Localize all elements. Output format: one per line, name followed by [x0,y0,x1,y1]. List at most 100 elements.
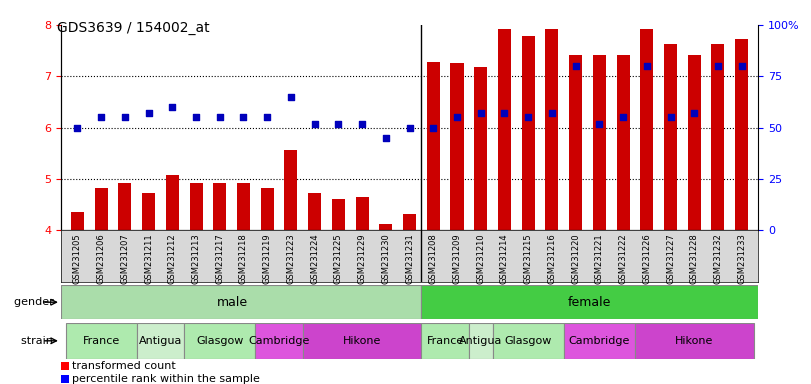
Bar [498,29,511,230]
Point [190,114,203,121]
Text: Hikone: Hikone [343,336,381,346]
Bar [735,39,749,230]
Text: GDS3639 / 154002_at: GDS3639 / 154002_at [57,21,209,35]
Bar [213,183,226,230]
Bar [380,224,393,230]
Text: transformed count: transformed count [72,361,176,371]
Text: GSM231222: GSM231222 [619,233,628,284]
Bar [303,323,422,359]
Point [664,114,677,121]
Text: male: male [217,296,248,309]
Bar [355,197,369,230]
Bar [616,55,629,230]
Point [355,121,368,127]
Text: GSM231215: GSM231215 [524,233,533,284]
Text: GSM231205: GSM231205 [73,233,82,284]
Bar [308,194,321,230]
Bar [427,62,440,230]
Point [521,114,534,121]
Bar [474,67,487,230]
Point [641,63,654,69]
Bar [422,323,469,359]
Point [213,114,226,121]
Text: GSM231206: GSM231206 [97,233,105,284]
Bar [190,183,203,230]
Text: GSM231218: GSM231218 [239,233,248,284]
Bar [332,199,345,230]
Point [71,124,84,131]
Text: GSM231209: GSM231209 [453,233,461,284]
Text: GSM231221: GSM231221 [594,233,604,284]
Point [546,110,559,116]
Point [260,114,273,121]
Bar [450,63,464,230]
Text: GSM231226: GSM231226 [642,233,651,284]
Bar [137,323,184,359]
Text: Glasgow: Glasgow [504,336,551,346]
Bar [95,188,108,230]
Bar [403,214,416,230]
Bar [593,55,606,230]
Bar [521,36,534,230]
Text: GSM231211: GSM231211 [144,233,153,284]
Point [688,110,701,116]
Point [332,121,345,127]
Bar [165,175,179,230]
Point [165,104,178,110]
Bar [711,45,724,230]
Point [569,63,582,69]
Text: GSM231210: GSM231210 [476,233,485,284]
Text: GSM231208: GSM231208 [429,233,438,284]
Point [380,135,393,141]
Point [711,63,724,69]
Bar [545,29,559,230]
Point [403,124,416,131]
Point [593,121,606,127]
Text: female: female [569,296,611,309]
Bar [564,323,635,359]
Text: GSM231230: GSM231230 [381,233,390,284]
Point [427,124,440,131]
Bar [688,55,701,230]
Text: Antigua: Antigua [459,336,502,346]
Bar [237,183,250,230]
Bar [71,212,84,230]
Point [142,110,155,116]
Bar [118,183,131,230]
Text: GSM231219: GSM231219 [263,233,272,284]
Text: gender: gender [14,297,57,307]
Text: France: France [83,336,120,346]
Text: GSM231207: GSM231207 [120,233,130,284]
Point [616,114,629,121]
Point [237,114,250,121]
Text: GSM231212: GSM231212 [168,233,177,284]
Point [736,63,749,69]
Bar [635,323,753,359]
Point [308,121,321,127]
Text: GSM231213: GSM231213 [191,233,200,284]
Point [118,114,131,121]
Bar [469,323,492,359]
Bar [61,375,69,383]
Text: GSM231216: GSM231216 [547,233,556,284]
Bar [569,55,582,230]
Text: GSM231223: GSM231223 [286,233,295,284]
Point [95,114,108,121]
Text: Hikone: Hikone [675,336,714,346]
Point [498,110,511,116]
Bar [255,323,303,359]
Text: GSM231232: GSM231232 [714,233,723,284]
Bar [664,45,677,230]
Text: strain: strain [21,336,57,346]
Point [451,114,464,121]
Text: GSM231228: GSM231228 [689,233,699,284]
Bar [142,194,155,230]
Text: Cambridge: Cambridge [248,336,310,346]
Text: GSM231233: GSM231233 [737,233,746,284]
Bar [492,323,564,359]
Text: Cambridge: Cambridge [569,336,630,346]
Point [474,110,487,116]
Text: percentile rank within the sample: percentile rank within the sample [72,374,260,384]
Text: GSM231225: GSM231225 [334,233,343,284]
Text: GSM231227: GSM231227 [666,233,675,284]
